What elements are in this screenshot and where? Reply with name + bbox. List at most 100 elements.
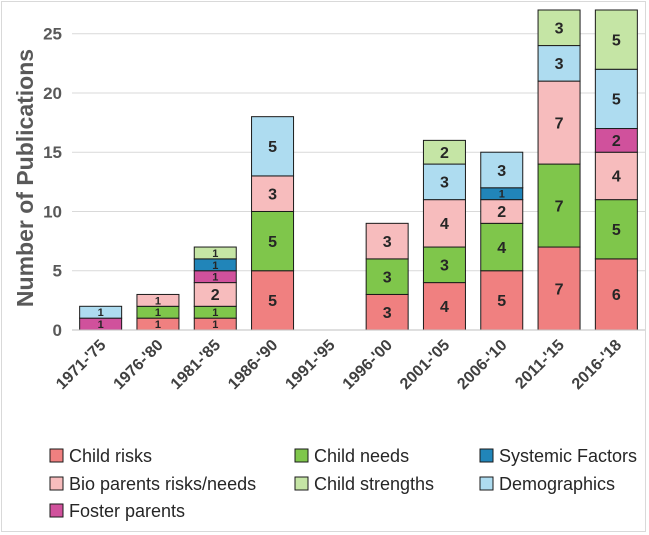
- legend-swatch: [479, 448, 494, 463]
- legend-swatch: [49, 448, 64, 463]
- bar-segment: [365, 222, 409, 260]
- bar-segment: [136, 293, 180, 307]
- legend: Child risks Child needs Systemic Factors Bi…: [49, 446, 637, 521]
- data-label: 2: [497, 204, 506, 221]
- data-label: 7: [555, 198, 564, 215]
- y-tick-label: 0: [53, 321, 62, 340]
- y-tick-label: 10: [43, 202, 62, 221]
- data-label: 6: [612, 287, 621, 304]
- x-tick-labels: 1971-'75 1976-'80 1981-'85 1986-'90 1991-'95…: [53, 337, 625, 393]
- data-label: 4: [497, 240, 506, 257]
- data-label: 2: [612, 133, 621, 150]
- x-tick-label: 1976-'80: [111, 337, 167, 393]
- y-tick-label: 5: [53, 262, 62, 281]
- bar-segment: [594, 68, 638, 130]
- data-label: 1: [98, 319, 104, 331]
- bar-segment: [537, 45, 581, 82]
- bar-segment: [480, 222, 524, 272]
- data-label: 1: [499, 189, 505, 201]
- bar-segment: [480, 151, 524, 189]
- bar-segment: [594, 9, 638, 70]
- data-label: 1: [212, 319, 218, 331]
- y-tick-labels: 0 5 10 15 20 25: [43, 25, 62, 340]
- legend-label: Child risks: [69, 446, 152, 466]
- data-label: 5: [612, 222, 621, 239]
- bar-segment: [537, 163, 581, 248]
- data-label: 1: [212, 272, 218, 284]
- y-tick-label: 15: [43, 143, 62, 162]
- data-label: 1: [155, 319, 161, 331]
- x-tick-label: 2001-'05: [397, 337, 453, 393]
- data-label: 3: [383, 305, 392, 322]
- bar-segment: [79, 305, 123, 319]
- data-label: 4: [440, 299, 449, 316]
- data-label: 1: [212, 307, 218, 319]
- bar-segment: [537, 9, 581, 47]
- data-label: 1: [155, 307, 161, 319]
- y-axis-label: Number of Publications: [12, 49, 38, 307]
- x-tick-label: 1986-'90: [225, 337, 281, 393]
- x-tick-label: 1991-'95: [282, 337, 338, 393]
- bar-segment: [193, 246, 237, 260]
- bar-segment: [537, 80, 581, 165]
- legend-label: Foster parents: [69, 501, 185, 521]
- legend-swatch: [49, 503, 64, 518]
- data-label: 1: [212, 260, 218, 272]
- bar-segment: [365, 293, 409, 331]
- y-tick-label: 25: [43, 25, 62, 44]
- y-tick-label: 20: [43, 84, 62, 103]
- bar-segment: [480, 270, 524, 331]
- x-tick-label: 2011-'15: [512, 337, 568, 393]
- bar-segment: [422, 139, 466, 165]
- bar-segment: [251, 116, 295, 177]
- legend-label: Bio parents risks/needs: [69, 474, 256, 494]
- legend-swatch: [49, 476, 64, 491]
- legend-label: Child strengths: [314, 474, 434, 494]
- x-tick-label: 2006-'10: [454, 337, 510, 393]
- data-label: 5: [497, 293, 506, 310]
- x-tick-label: 1981-'85: [168, 337, 224, 393]
- bar-segment: [422, 163, 466, 201]
- bar-segment: [594, 199, 638, 260]
- bar-segment: [251, 210, 295, 272]
- legend-label: Child needs: [314, 446, 409, 466]
- legend-swatch: [294, 476, 309, 491]
- data-label: 7: [555, 281, 564, 298]
- data-label: 3: [555, 21, 564, 38]
- data-label: 3: [440, 175, 449, 192]
- legend-label: Demographics: [499, 474, 615, 494]
- data-label: 3: [383, 234, 392, 251]
- data-label: 3: [383, 269, 392, 286]
- data-label: 7: [555, 115, 564, 132]
- bar-segment: [594, 258, 638, 331]
- data-label: 5: [612, 32, 621, 49]
- bar-segment: [594, 151, 638, 201]
- data-label: 5: [612, 92, 621, 109]
- x-tick-label: 2016-'18: [569, 337, 625, 393]
- bar-segment: [365, 258, 409, 295]
- data-label: 3: [440, 258, 449, 275]
- legend-swatch: [294, 448, 309, 463]
- legend-label: Systemic Factors: [499, 446, 637, 466]
- data-label: 1: [155, 295, 161, 307]
- data-label: 3: [268, 186, 277, 203]
- x-tick-label: 1996-'00: [340, 337, 396, 393]
- data-label: 5: [268, 234, 277, 251]
- data-label: 1: [98, 307, 104, 319]
- data-label: 1: [212, 248, 218, 260]
- data-label: 2: [440, 145, 449, 162]
- data-label: 3: [555, 56, 564, 73]
- bar-segment: [422, 246, 466, 284]
- legend-swatch: [479, 476, 494, 491]
- bar-segment: [422, 199, 466, 248]
- data-label: 5: [268, 293, 277, 310]
- bar-segment: [251, 175, 295, 212]
- data-label: 4: [612, 169, 621, 186]
- x-tick-label: 1971-'75: [53, 337, 109, 393]
- data-label: 5: [268, 139, 277, 156]
- data-label: 2: [211, 287, 220, 304]
- data-label: 4: [440, 216, 449, 233]
